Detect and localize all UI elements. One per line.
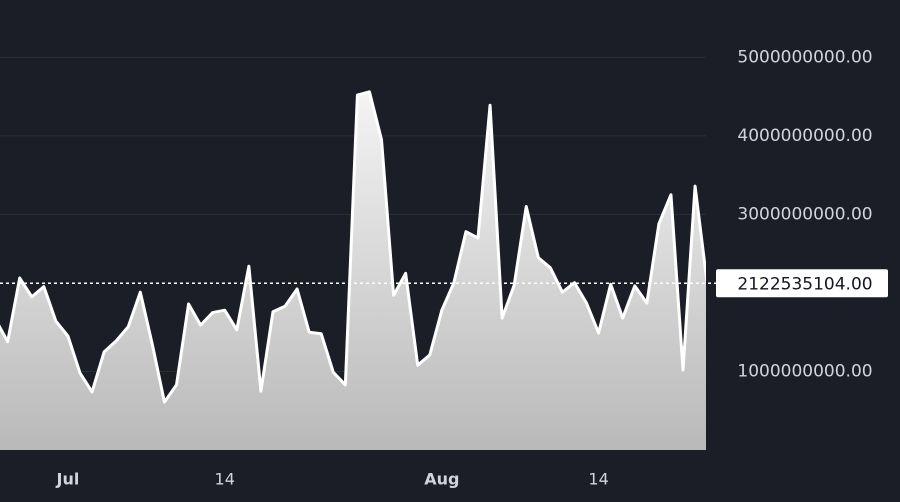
y-tick-label: 4000000000.00	[737, 126, 872, 146]
plot-area	[0, 90, 706, 450]
y-tick-label: 1000000000.00	[737, 361, 872, 381]
x-tick-label: 14	[588, 470, 608, 489]
area-fill	[0, 91, 706, 450]
y-tick-label: 3000000000.00	[737, 204, 872, 224]
axes: 1000000000.00 3000000000.00 4000000000.00 5…	[0, 47, 888, 489]
y-tick-label: 5000000000.00	[737, 47, 872, 67]
last-value-box	[716, 269, 888, 298]
line	[0, 90, 706, 404]
x-tick-label: 14	[215, 470, 235, 489]
x-tick-label: Jul	[56, 470, 80, 489]
x-tick-label: Aug	[424, 470, 459, 489]
last-value-label: 2122535104.00	[737, 274, 872, 294]
